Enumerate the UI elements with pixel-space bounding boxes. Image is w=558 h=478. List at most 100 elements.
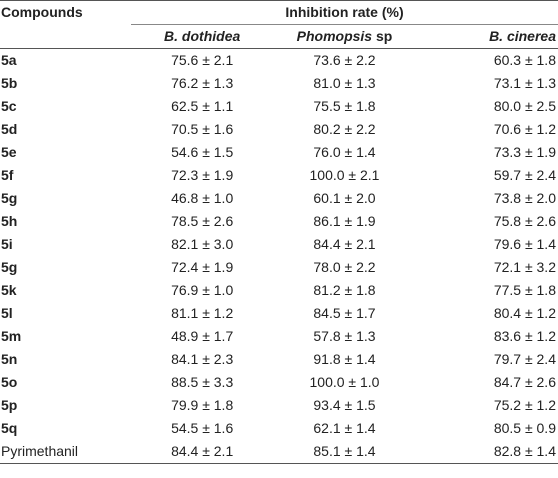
b-dothidea-value: 79.9 ± 1.8: [171, 397, 234, 413]
b-cinerea-value: 75.2 ± 1.2: [493, 397, 556, 413]
b-dothidea-value: 76.9 ± 1.0: [171, 282, 234, 298]
b-cinerea-value: 73.1 ± 1.3: [493, 75, 556, 91]
compounds-header: Compounds: [1, 4, 83, 20]
b-cinerea-value: 80.5 ± 0.9: [493, 420, 556, 436]
b-cinerea-value: 84.7 ± 2.6: [493, 374, 556, 390]
table-row: 5e 54.6 ± 1.5 76.0 ± 1.4 73.3 ± 1.9: [0, 141, 558, 164]
table-row: 5h 78.5 ± 2.6 86.1 ± 1.9 75.8 ± 2.6: [0, 210, 558, 233]
b-cinerea-value: 79.6 ± 1.4: [493, 236, 556, 252]
table-row: 5m 48.9 ± 1.7 57.8 ± 1.3 83.6 ± 1.2: [0, 325, 558, 348]
b-dothidea-value: 84.4 ± 2.1: [131, 440, 274, 464]
compound-cell: 5o: [1, 374, 18, 390]
phomopsis-label: Phomopsis: [296, 28, 373, 44]
table-row: 5n 84.1 ± 2.3 91.8 ± 1.4 79.7 ± 2.4: [0, 348, 558, 371]
b-dothidea-value: 54.5 ± 1.6: [171, 420, 234, 436]
b-cinerea-value: 75.8 ± 2.6: [493, 213, 556, 229]
phomopsis-sp-label: sp: [372, 28, 393, 44]
b-cinerea-value: 79.7 ± 2.4: [493, 351, 556, 367]
compound-cell: 5l: [1, 305, 13, 321]
b-dothidea-value: 88.5 ± 3.3: [171, 374, 234, 390]
inhibition-rate-header: Inhibition rate (%): [285, 4, 404, 20]
b-cinerea-value: 70.6 ± 1.2: [493, 121, 556, 137]
b-dothidea-value: 48.9 ± 1.7: [171, 328, 234, 344]
compound-cell: 5i: [1, 236, 13, 252]
compound-cell: 5a: [1, 52, 17, 68]
table-row: 5f 72.3 ± 1.9 100.0 ± 2.1 59.7 ± 2.4: [0, 164, 558, 187]
compound-cell: 5f: [1, 167, 14, 183]
b-cinerea-header: B. cinerea: [415, 24, 558, 49]
table-row: 5p 79.9 ± 1.8 93.4 ± 1.5 75.2 ± 1.2: [0, 394, 558, 417]
b-dothidea-value: 84.1 ± 2.3: [171, 351, 234, 367]
compound-cell: 5g: [1, 259, 18, 275]
b-cinerea-value: 73.3 ± 1.9: [493, 144, 556, 160]
b-dothidea-value: 46.8 ± 1.0: [171, 190, 234, 206]
phomopsis-value: 78.0 ± 2.2: [313, 259, 376, 275]
table-row: 5b 76.2 ± 1.3 81.0 ± 1.3 73.1 ± 1.3: [0, 72, 558, 95]
b-dothidea-value: 82.1 ± 3.0: [171, 236, 234, 252]
b-cinerea-value: 82.8 ± 1.4: [415, 440, 558, 464]
b-cinerea-label: B. cinerea: [489, 28, 556, 44]
b-dothidea-value: 81.1 ± 1.2: [171, 305, 234, 321]
phomopsis-value: 81.0 ± 1.3: [313, 75, 376, 91]
b-dothidea-label: B. dothidea: [164, 28, 241, 44]
table-row: 5k 76.9 ± 1.0 81.2 ± 1.8 77.5 ± 1.8: [0, 279, 558, 302]
b-dothidea-value: 72.3 ± 1.9: [171, 167, 234, 183]
compound-cell: 5p: [1, 397, 18, 413]
compound-cell: 5d: [1, 121, 18, 137]
table-row: 5a 75.6 ± 2.1 73.6 ± 2.2 60.3 ± 1.8: [0, 49, 558, 73]
table-row: 5c 62.5 ± 1.1 75.5 ± 1.8 80.0 ± 2.5: [0, 95, 558, 118]
phomopsis-value: 75.5 ± 1.8: [313, 98, 376, 114]
b-cinerea-value: 83.6 ± 1.2: [493, 328, 556, 344]
table-row: 5q 54.5 ± 1.6 62.1 ± 1.4 80.5 ± 0.9: [0, 417, 558, 440]
table-body: 5a 75.6 ± 2.1 73.6 ± 2.2 60.3 ± 1.8 5b 76.2 ±…: [0, 49, 558, 464]
empty-header-cell: [0, 25, 131, 49]
table-row: Pyrimethanil 84.4 ± 2.1 85.1 ± 1.4 82.8 ± 1…: [0, 440, 558, 464]
compound-cell: Pyrimethanil: [0, 440, 131, 464]
b-dothidea-value: 70.5 ± 1.6: [171, 121, 234, 137]
phomopsis-value: 100.0 ± 2.1: [309, 167, 380, 183]
b-dothidea-value: 54.6 ± 1.5: [171, 144, 234, 160]
compound-cell: 5g: [1, 190, 18, 206]
b-cinerea-value: 59.7 ± 2.4: [493, 167, 556, 183]
header-row-2: B. dothidea Phomopsis sp B. cinerea: [0, 24, 558, 49]
b-cinerea-value: 60.3 ± 1.8: [493, 52, 556, 68]
inhibition-table: Compounds Inhibition rate (%) B. dothide…: [0, 0, 558, 464]
table-row: 5i 82.1 ± 3.0 84.4 ± 2.1 79.6 ± 1.4: [0, 233, 558, 256]
b-dothidea-value: 76.2 ± 1.3: [171, 75, 234, 91]
header-row-1: Compounds Inhibition rate (%): [0, 0, 558, 25]
b-cinerea-value: 80.4 ± 1.2: [493, 305, 556, 321]
phomopsis-value: 86.1 ± 1.9: [313, 213, 376, 229]
phomopsis-value: 73.6 ± 2.2: [313, 52, 376, 68]
b-cinerea-value: 72.1 ± 3.2: [493, 259, 556, 275]
b-cinerea-value: 80.0 ± 2.5: [493, 98, 556, 114]
table-row: 5l 81.1 ± 1.2 84.5 ± 1.7 80.4 ± 1.2: [0, 302, 558, 325]
b-dothidea-value: 72.4 ± 1.9: [171, 259, 234, 275]
compound-cell: 5k: [1, 282, 17, 298]
phomopsis-value: 80.2 ± 2.2: [313, 121, 376, 137]
phomopsis-value: 81.2 ± 1.8: [313, 282, 376, 298]
table-row: 5g 72.4 ± 1.9 78.0 ± 2.2 72.1 ± 3.2: [0, 256, 558, 279]
phomopsis-value: 100.0 ± 1.0: [309, 374, 380, 390]
table-row: 5d 70.5 ± 1.6 80.2 ± 2.2 70.6 ± 1.2: [0, 118, 558, 141]
phomopsis-value: 84.4 ± 2.1: [313, 236, 376, 252]
table-row: 5o 88.5 ± 3.3 100.0 ± 1.0 84.7 ± 2.6: [0, 371, 558, 394]
compound-cell: 5m: [1, 328, 22, 344]
compound-cell: 5h: [1, 213, 18, 229]
compound-cell: 5n: [1, 351, 18, 367]
b-cinerea-value: 77.5 ± 1.8: [493, 282, 556, 298]
phomopsis-header: Phomopsis sp: [273, 24, 416, 49]
b-dothidea-value: 75.6 ± 2.1: [171, 52, 234, 68]
phomopsis-value: 60.1 ± 2.0: [313, 190, 376, 206]
b-dothidea-value: 78.5 ± 2.6: [171, 213, 234, 229]
phomopsis-value: 76.0 ± 1.4: [313, 144, 376, 160]
table-row: 5g 46.8 ± 1.0 60.1 ± 2.0 73.8 ± 2.0: [0, 187, 558, 210]
phomopsis-value: 57.8 ± 1.3: [313, 328, 376, 344]
phomopsis-value: 91.8 ± 1.4: [313, 351, 376, 367]
compound-cell: 5q: [1, 420, 18, 436]
phomopsis-value: 62.1 ± 1.4: [313, 420, 376, 436]
compound-cell: 5e: [1, 144, 17, 160]
b-cinerea-value: 73.8 ± 2.0: [493, 190, 556, 206]
b-dothidea-header: B. dothidea: [131, 24, 274, 49]
compound-cell: 5b: [1, 75, 18, 91]
b-dothidea-value: 62.5 ± 1.1: [171, 98, 234, 114]
